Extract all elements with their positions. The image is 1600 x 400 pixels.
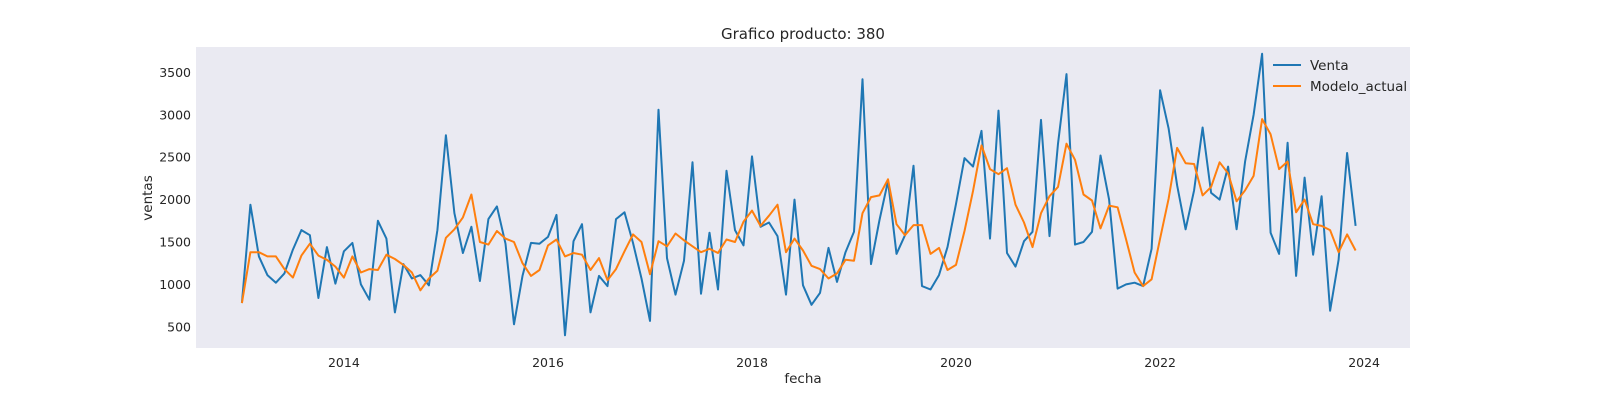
plot-area xyxy=(196,47,1410,348)
x-axis-ticks: 2014 2016 2018 2020 2022 2024 xyxy=(328,355,1380,370)
x-tick-label: 2018 xyxy=(736,355,768,370)
y-axis-ticks: 500 1000 1500 2000 2500 3000 3500 xyxy=(159,65,191,334)
x-tick-label: 2014 xyxy=(328,355,360,370)
y-tick-label: 3500 xyxy=(159,65,191,80)
y-tick-label: 1000 xyxy=(159,277,191,292)
series-line-modelo-actual xyxy=(240,118,1357,304)
legend-label-modelo-actual: Modelo_actual xyxy=(1310,79,1407,95)
y-tick-label: 3000 xyxy=(159,107,191,122)
series-line-venta xyxy=(240,52,1357,337)
y-axis-label: ventas xyxy=(140,175,156,220)
chart-title: Grafico producto: 380 xyxy=(721,25,885,43)
x-axis-label: fecha xyxy=(784,371,821,387)
x-tick-label: 2020 xyxy=(940,355,972,370)
legend: Venta Modelo_actual xyxy=(1273,58,1407,95)
x-tick-label: 2016 xyxy=(532,355,564,370)
legend-label-venta: Venta xyxy=(1310,58,1349,74)
y-tick-label: 1500 xyxy=(159,235,191,250)
series-layer xyxy=(240,52,1357,337)
x-tick-label: 2024 xyxy=(1348,355,1380,370)
x-tick-label: 2022 xyxy=(1144,355,1176,370)
y-tick-label: 2500 xyxy=(159,150,191,165)
y-tick-label: 2000 xyxy=(159,192,191,207)
y-tick-label: 500 xyxy=(167,319,191,334)
